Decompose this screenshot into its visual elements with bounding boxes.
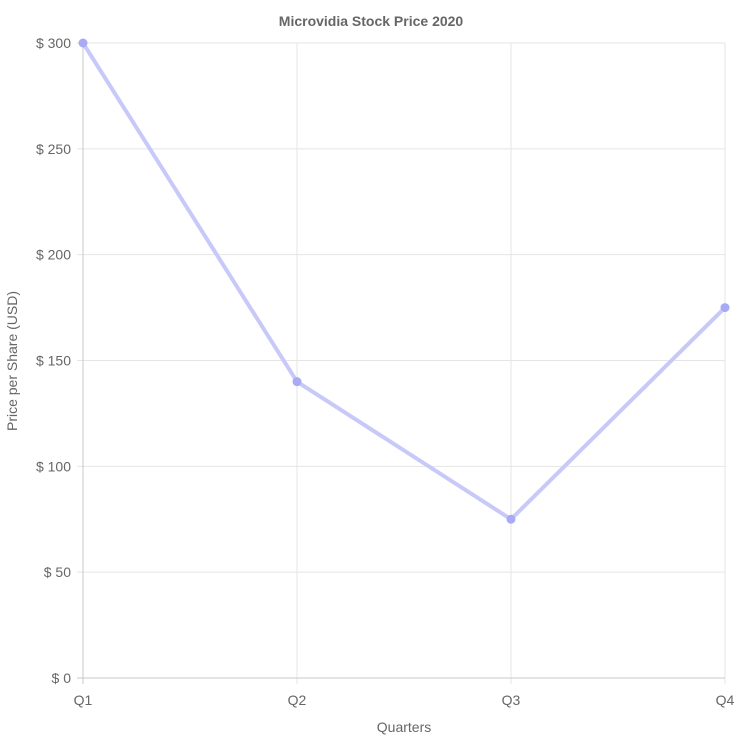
x-tick-label: Q1 [74,692,93,708]
data-point[interactable] [292,377,302,387]
y-tick-label: $ 300 [36,35,71,51]
y-tick-label: $ 50 [44,564,71,580]
label-layer: $ 0 $ 50 $ 100 $ 150 $ 200 $ 250 $ 300 Q1 Q2 Q3 Q4 [36,35,735,708]
y-tick-label: $ 0 [52,670,72,686]
y-axis-title: Price per Share (USD) [4,291,20,431]
y-tick-label: $ 250 [36,141,71,157]
data-point[interactable] [720,303,730,313]
grid-layer [77,42,726,684]
y-tick-label: $ 100 [36,458,71,474]
x-tick-label: Q3 [502,692,521,708]
data-point[interactable] [78,38,88,48]
x-axis-title: Quarters [377,719,431,735]
x-tick-label: Q2 [288,692,307,708]
series-line [81,41,727,522]
series-layer [78,38,730,524]
chart-title: Microvidia Stock Price 2020 [279,13,464,29]
y-tick-label: $ 150 [36,353,71,369]
y-tick-label: $ 200 [36,247,71,263]
x-tick-label: Q4 [716,692,735,708]
data-point[interactable] [506,514,516,524]
axis-layer [77,43,725,684]
